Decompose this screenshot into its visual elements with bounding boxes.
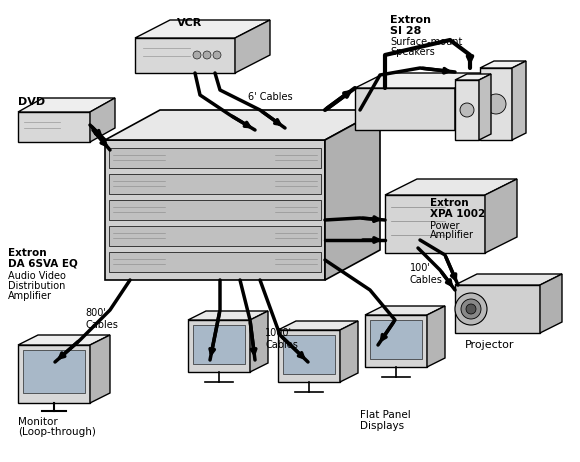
Polygon shape bbox=[105, 110, 380, 140]
Polygon shape bbox=[250, 311, 268, 372]
Text: (Loop-through): (Loop-through) bbox=[18, 427, 96, 437]
Polygon shape bbox=[325, 110, 380, 280]
Text: Flat Panel: Flat Panel bbox=[360, 410, 411, 420]
Text: Projector: Projector bbox=[465, 340, 515, 350]
Polygon shape bbox=[455, 73, 485, 130]
Polygon shape bbox=[18, 98, 115, 112]
Polygon shape bbox=[18, 335, 110, 345]
Polygon shape bbox=[479, 74, 491, 140]
Text: DVD: DVD bbox=[18, 97, 45, 107]
Circle shape bbox=[213, 51, 221, 59]
Polygon shape bbox=[188, 320, 250, 372]
Text: Speakers: Speakers bbox=[390, 47, 435, 57]
Polygon shape bbox=[365, 315, 427, 367]
Text: 100'
Cables: 100' Cables bbox=[410, 263, 443, 285]
Polygon shape bbox=[109, 148, 321, 168]
Text: Amplifier: Amplifier bbox=[430, 230, 474, 240]
Text: Power: Power bbox=[430, 221, 459, 231]
Polygon shape bbox=[135, 20, 270, 38]
Polygon shape bbox=[455, 74, 491, 80]
Polygon shape bbox=[480, 68, 512, 140]
Polygon shape bbox=[540, 274, 562, 333]
Text: DA 6SVA EQ: DA 6SVA EQ bbox=[8, 259, 78, 269]
Polygon shape bbox=[109, 226, 321, 246]
Polygon shape bbox=[427, 306, 445, 367]
Text: Amplifier: Amplifier bbox=[8, 291, 52, 301]
Polygon shape bbox=[455, 285, 540, 333]
Text: 6' Cables: 6' Cables bbox=[248, 92, 293, 102]
Polygon shape bbox=[90, 335, 110, 403]
Polygon shape bbox=[135, 38, 235, 73]
Text: XPA 1002: XPA 1002 bbox=[430, 209, 485, 219]
Polygon shape bbox=[455, 80, 479, 140]
Polygon shape bbox=[235, 20, 270, 73]
Polygon shape bbox=[18, 345, 90, 403]
Polygon shape bbox=[18, 112, 90, 142]
Text: SI 28: SI 28 bbox=[390, 26, 422, 36]
Text: Distribution: Distribution bbox=[8, 281, 66, 291]
Polygon shape bbox=[109, 200, 321, 220]
Circle shape bbox=[203, 51, 211, 59]
Polygon shape bbox=[512, 61, 526, 140]
Circle shape bbox=[486, 94, 506, 114]
Circle shape bbox=[193, 51, 201, 59]
Polygon shape bbox=[355, 73, 485, 88]
Polygon shape bbox=[193, 325, 245, 364]
Polygon shape bbox=[188, 311, 268, 320]
Polygon shape bbox=[455, 274, 562, 285]
Polygon shape bbox=[480, 61, 526, 68]
Text: Displays: Displays bbox=[360, 421, 404, 431]
Polygon shape bbox=[23, 350, 85, 393]
Polygon shape bbox=[485, 179, 517, 253]
Polygon shape bbox=[340, 321, 358, 382]
Polygon shape bbox=[109, 252, 321, 272]
Polygon shape bbox=[385, 195, 485, 253]
Circle shape bbox=[461, 299, 481, 319]
Circle shape bbox=[460, 103, 474, 117]
Text: Extron: Extron bbox=[8, 248, 46, 258]
Text: VCR: VCR bbox=[177, 18, 202, 28]
Polygon shape bbox=[105, 140, 325, 280]
Text: Extron: Extron bbox=[430, 198, 469, 208]
Polygon shape bbox=[370, 320, 422, 359]
Text: 800'
Cables: 800' Cables bbox=[85, 308, 118, 329]
Circle shape bbox=[466, 304, 476, 314]
Polygon shape bbox=[385, 179, 517, 195]
Text: Surface-mount: Surface-mount bbox=[390, 37, 462, 47]
Polygon shape bbox=[278, 321, 358, 330]
Polygon shape bbox=[109, 174, 321, 194]
Circle shape bbox=[455, 293, 487, 325]
Polygon shape bbox=[278, 330, 340, 382]
Text: Audio Video: Audio Video bbox=[8, 271, 66, 281]
Polygon shape bbox=[283, 335, 335, 374]
Text: 1000'
Cables: 1000' Cables bbox=[265, 328, 298, 350]
Text: Monitor: Monitor bbox=[18, 417, 58, 427]
Text: Extron: Extron bbox=[390, 15, 431, 25]
Polygon shape bbox=[355, 88, 455, 130]
Polygon shape bbox=[365, 306, 445, 315]
Polygon shape bbox=[90, 98, 115, 142]
